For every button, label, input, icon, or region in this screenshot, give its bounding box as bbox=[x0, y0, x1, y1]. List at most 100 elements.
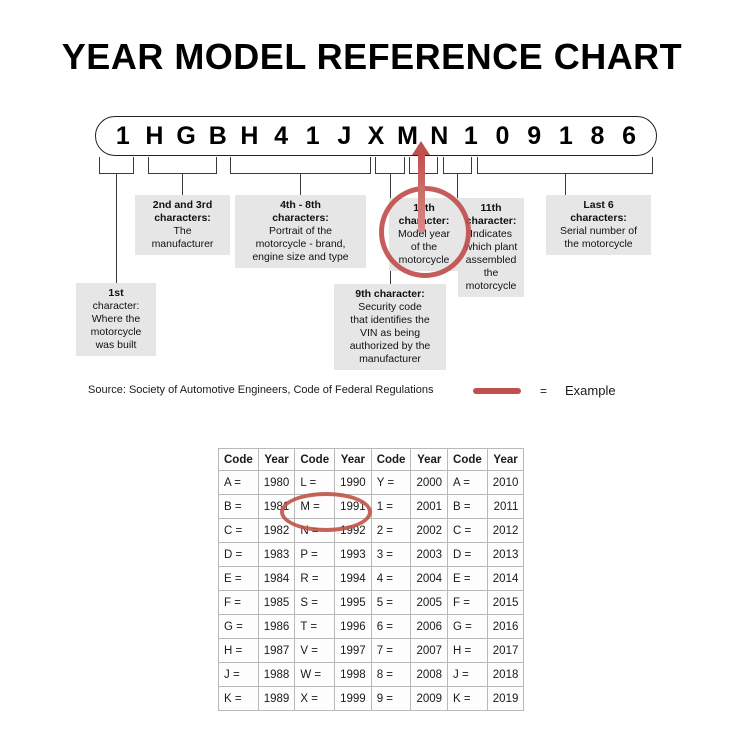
cell-code: K = bbox=[447, 686, 488, 711]
table-body: A = 1980 L = 1990 Y = 2000 A = 2010 B = … bbox=[218, 470, 525, 711]
cell-year: 2001 bbox=[410, 494, 449, 519]
cell-year: 1981 bbox=[257, 494, 296, 519]
table-row: D = 1983 P = 1993 3 = 2003 D = 2013 bbox=[218, 542, 525, 567]
note-1st-line-4: was built bbox=[95, 339, 137, 351]
leader-1st bbox=[116, 173, 117, 283]
cell-year: 1993 bbox=[334, 542, 372, 567]
note-4th8th-line-4: engine size and type bbox=[252, 251, 349, 263]
bracket-9th-right bbox=[404, 157, 405, 174]
col-header-code-3: Code bbox=[370, 448, 412, 471]
cell-code: A = bbox=[447, 470, 488, 495]
cell-year: 2010 bbox=[486, 470, 525, 495]
legend-equals-sign: = bbox=[540, 384, 548, 398]
cell-code: D = bbox=[447, 542, 488, 567]
cell-year: 2017 bbox=[486, 638, 525, 663]
note-11th-heading: 11th bbox=[480, 202, 502, 214]
cell-year: 2019 bbox=[486, 686, 525, 711]
note-1st-character: 1st character: Where the motorcycle was … bbox=[76, 283, 156, 356]
cell-year: 1990 bbox=[334, 470, 372, 495]
table-header-row: Code Year Code Year Code Year Code Year bbox=[218, 448, 525, 471]
bracket-last6-right bbox=[652, 157, 653, 174]
cell-year: 2014 bbox=[486, 566, 525, 591]
cell-year: 1997 bbox=[334, 638, 372, 663]
note-4th8th-line-3: motorcycle - brand, bbox=[255, 238, 346, 250]
table-row: K = 1989 X = 1999 9 = 2009 K = 2019 bbox=[218, 686, 525, 711]
bracket-1st-right bbox=[133, 157, 134, 174]
col-header-code-1: Code bbox=[218, 448, 259, 471]
bracket-10th-left bbox=[409, 157, 410, 174]
cell-year: 2007 bbox=[410, 638, 449, 663]
table-row: F = 1985 S = 1995 5 = 2005 F = 2015 bbox=[218, 590, 525, 615]
vin-char-17: 6 bbox=[622, 121, 637, 150]
cell-code: T = bbox=[294, 614, 336, 639]
cell-code: X = bbox=[294, 686, 336, 711]
vin-char-15: 1 bbox=[558, 121, 573, 150]
note-11th-character: 11th character: Indicates which plant as… bbox=[458, 198, 524, 297]
vin-char-3: G bbox=[176, 121, 196, 150]
cell-code: N = bbox=[294, 518, 336, 543]
cell-year: 2002 bbox=[410, 518, 449, 543]
cell-year: 2004 bbox=[410, 566, 449, 591]
note-last6-line-3: the motorcycle bbox=[564, 238, 633, 250]
vin-char-1: 1 bbox=[115, 121, 130, 150]
note-last-6-characters: Last 6 characters: Serial number of the … bbox=[546, 195, 651, 255]
cell-year: 1982 bbox=[257, 518, 296, 543]
highlight-arrow-icon bbox=[412, 141, 430, 155]
highlight-arrow-shaft bbox=[418, 152, 425, 232]
cell-code: W = bbox=[294, 662, 336, 687]
note-9th-character: 9th character: Security code that identi… bbox=[334, 284, 446, 370]
table-row: H = 1987 V = 1997 7 = 2007 H = 2017 bbox=[218, 638, 525, 663]
note-11th-line-6: motorcycle bbox=[465, 280, 517, 292]
cell-year: 2015 bbox=[486, 590, 525, 615]
cell-code-highlighted: M = bbox=[294, 494, 336, 519]
bracket-2nd3rd-left bbox=[148, 157, 149, 174]
cell-code: J = bbox=[447, 662, 488, 687]
col-header-year-2: Year bbox=[334, 448, 372, 471]
vin-char-8: J bbox=[337, 121, 352, 150]
vin-char-2: H bbox=[145, 121, 164, 150]
cell-code: S = bbox=[294, 590, 336, 615]
cell-year: 1985 bbox=[257, 590, 296, 615]
cell-year-highlighted: 1991 bbox=[334, 494, 372, 519]
bracket-11th-left bbox=[443, 157, 444, 174]
leader-last6 bbox=[565, 173, 566, 195]
col-header-year-3: Year bbox=[410, 448, 449, 471]
cell-code: C = bbox=[447, 518, 488, 543]
cell-year: 1989 bbox=[257, 686, 296, 711]
bracket-11th-right bbox=[471, 157, 472, 174]
year-code-table-wrap: Code Year Code Year Code Year Code Year … bbox=[218, 448, 525, 711]
cell-year: 2016 bbox=[486, 614, 525, 639]
note-11th-line-4: assembled bbox=[465, 254, 517, 266]
leader-2nd3rd bbox=[182, 173, 183, 195]
note-9th-line-2: that identifies the bbox=[350, 314, 430, 326]
note-11th-line-5: the bbox=[483, 267, 499, 279]
vin-char-13: 0 bbox=[495, 121, 510, 150]
note-4th8th-line-1: characters: bbox=[272, 212, 329, 224]
vin-character-row: 1 H G B H 4 1 J X M N 1 0 9 1 8 6 bbox=[95, 116, 657, 156]
note-1st-line-1: character: bbox=[92, 300, 140, 312]
cell-code: 7 = bbox=[370, 638, 412, 663]
note-9th-heading: 9th character: bbox=[355, 288, 425, 300]
note-2nd3rd-line-3: manufacturer bbox=[151, 238, 214, 250]
source-text: Source: Society of Automotive Engineers,… bbox=[88, 384, 434, 396]
vin-char-12: 1 bbox=[463, 121, 478, 150]
table-row: E = 1984 R = 1994 4 = 2004 E = 2014 bbox=[218, 566, 525, 591]
note-1st-line-2: Where the bbox=[91, 313, 141, 325]
cell-year: 2013 bbox=[486, 542, 525, 567]
bracket-2nd3rd-right bbox=[216, 157, 217, 174]
bracket-9th-left bbox=[375, 157, 376, 174]
note-4th-8th-characters: 4th - 8th characters: Portrait of the mo… bbox=[235, 195, 366, 268]
cell-year: 1986 bbox=[257, 614, 296, 639]
bracket-last6-left bbox=[477, 157, 478, 174]
cell-code: 8 = bbox=[370, 662, 412, 687]
vin-char-11: N bbox=[430, 121, 449, 150]
cell-year: 1995 bbox=[334, 590, 372, 615]
cell-code: D = bbox=[218, 542, 259, 567]
note-1st-line-3: motorcycle bbox=[90, 326, 142, 338]
note-9th-line-3: VIN as being bbox=[359, 327, 421, 339]
legend-red-line-icon bbox=[473, 388, 521, 394]
note-9th-line-4: authorized by the bbox=[349, 340, 431, 352]
cell-code: 6 = bbox=[370, 614, 412, 639]
cell-code: L = bbox=[294, 470, 336, 495]
bracket-10th-right bbox=[437, 157, 438, 174]
